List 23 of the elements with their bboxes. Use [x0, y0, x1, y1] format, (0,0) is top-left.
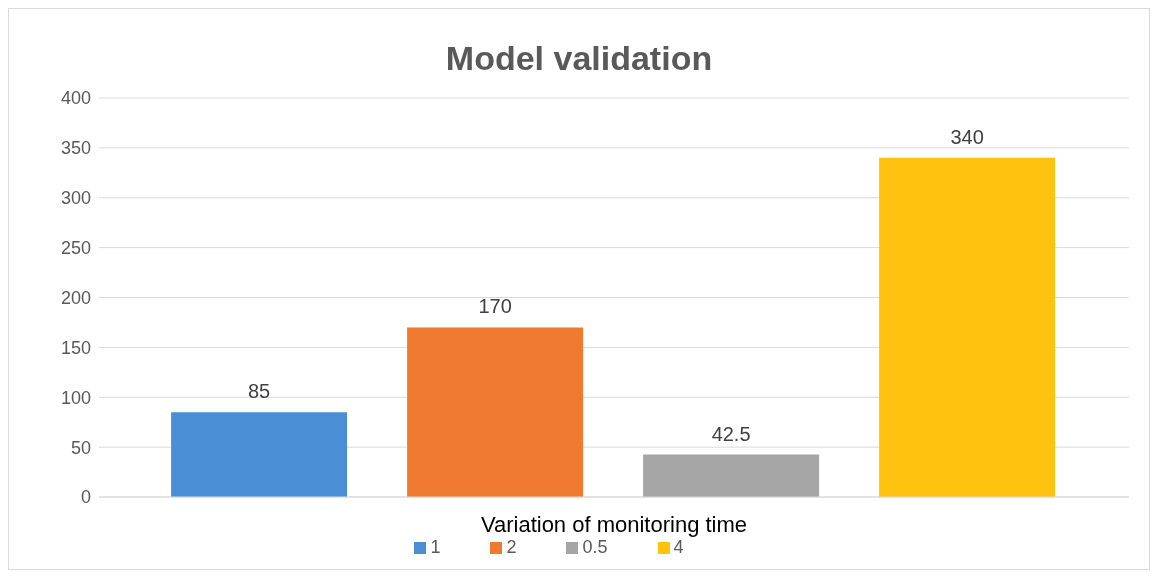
bar — [879, 157, 1056, 497]
bar — [643, 454, 820, 497]
y-tick-label: 300 — [60, 188, 91, 209]
bar — [407, 327, 584, 497]
legend-label: 1 — [430, 537, 441, 557]
data-label: 170 — [478, 295, 512, 318]
y-tick-label: 0 — [80, 487, 91, 508]
bar — [171, 412, 348, 497]
chart-title: Model validation — [444, 39, 714, 78]
y-tick-label: 250 — [60, 238, 91, 259]
y-tick-label: 350 — [60, 138, 91, 159]
y-tick-label: 150 — [60, 337, 91, 358]
y-tick-label: 200 — [60, 287, 91, 308]
y-tick-label: 400 — [60, 88, 91, 109]
data-label: 42.5 — [711, 422, 751, 445]
legend-label: 2 — [506, 537, 517, 557]
data-label: 340 — [950, 125, 984, 148]
y-tick-label: 100 — [60, 387, 91, 408]
y-tick-label: 50 — [70, 437, 91, 458]
x-axis-title: Variation of monitoring time — [480, 512, 748, 537]
legend-label: 0.5 — [582, 537, 608, 557]
data-label: 85 — [247, 380, 271, 403]
legend-label: 4 — [673, 537, 684, 557]
